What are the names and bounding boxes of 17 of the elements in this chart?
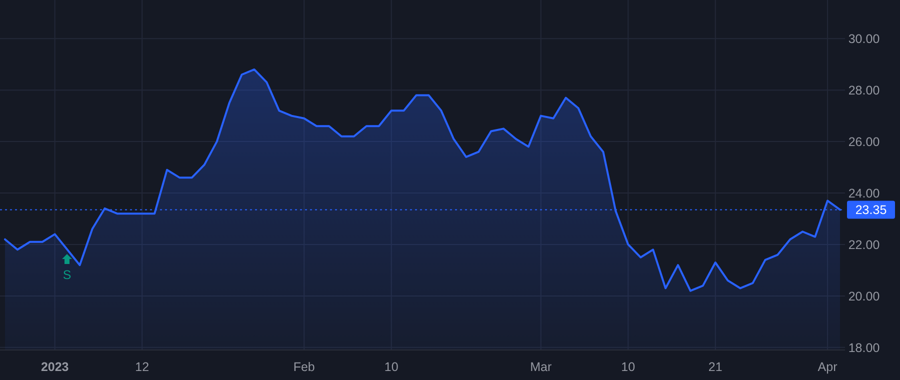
y-tick-label: 30.00	[848, 32, 880, 46]
x-tick-label: 10	[621, 360, 636, 374]
x-tick-label: 12	[135, 360, 150, 374]
x-tick-label: 10	[384, 360, 398, 374]
y-tick-label: 28.00	[848, 84, 880, 98]
y-tick-label: 24.00	[848, 186, 880, 201]
ref-line-label: 23.35	[855, 203, 887, 218]
annotation: S	[62, 268, 72, 282]
x-tick-label: Apr	[818, 360, 838, 374]
x-tick-label: Mar	[530, 360, 552, 374]
x-tick-label: 2023	[40, 360, 69, 374]
y-tick-label: 18.00	[848, 340, 880, 355]
y-tick-label: 20.00	[848, 289, 880, 304]
x-tick-label: 21	[708, 360, 722, 374]
y-tick-label: 26.00	[848, 135, 880, 150]
y-tick-label: 22.00	[848, 238, 880, 252]
x-tick-label: Feb	[293, 360, 315, 374]
